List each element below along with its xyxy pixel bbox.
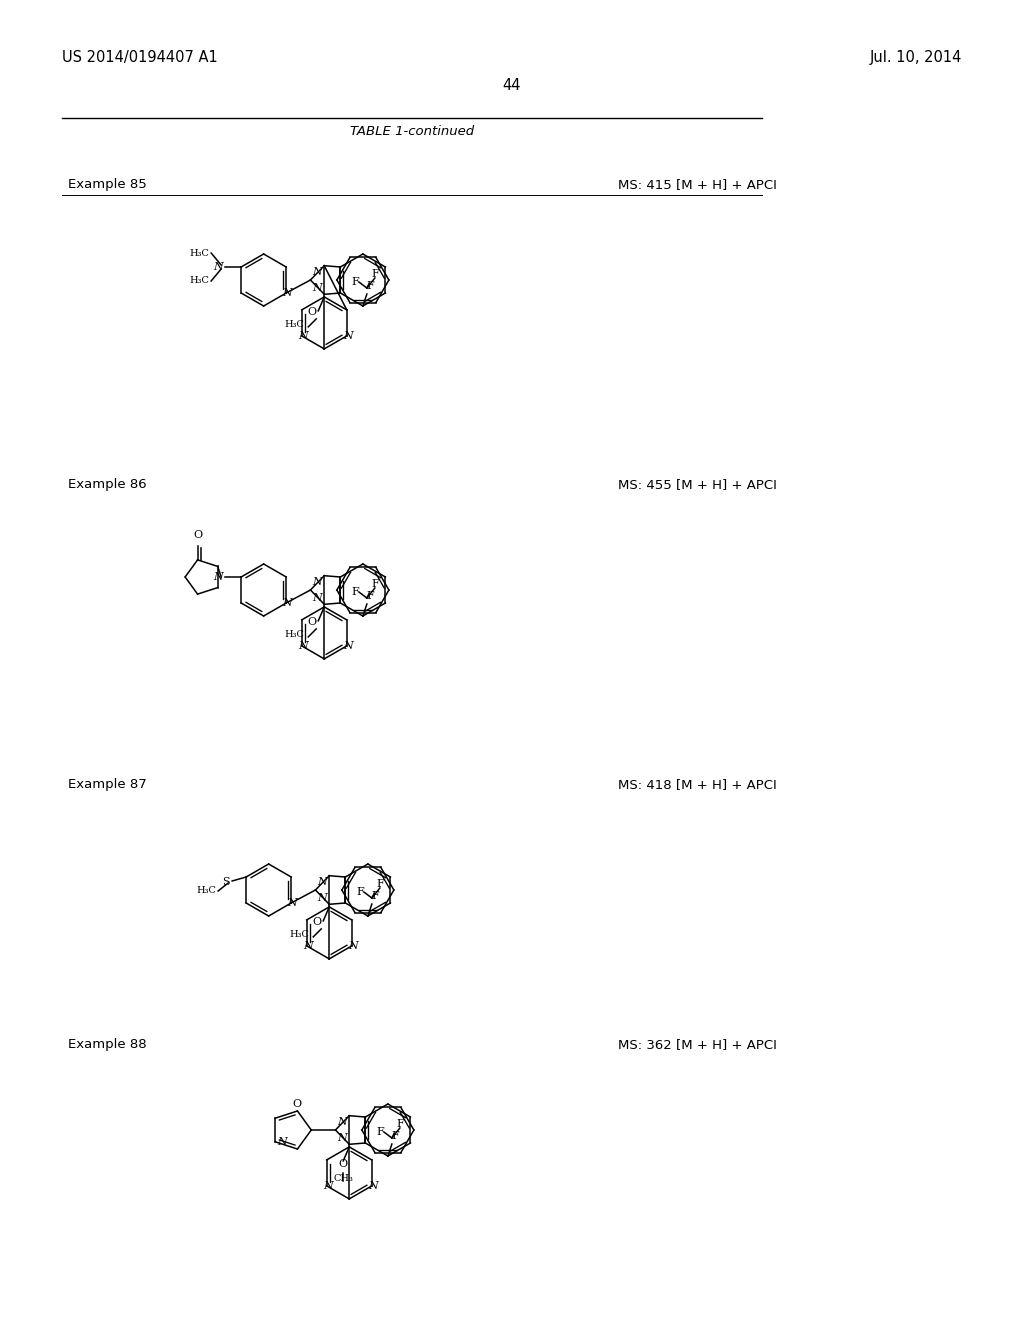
Text: F: F (356, 887, 364, 898)
Text: Jul. 10, 2014: Jul. 10, 2014 (869, 50, 962, 65)
Text: N: N (312, 577, 323, 586)
Text: N: N (288, 898, 297, 908)
Text: N: N (338, 1134, 347, 1143)
Text: S: S (222, 876, 230, 887)
Text: N: N (343, 642, 352, 651)
Text: F: F (376, 1127, 384, 1137)
Text: F: F (351, 277, 358, 286)
Text: O: O (312, 917, 322, 927)
Text: Example 88: Example 88 (68, 1038, 146, 1051)
Text: N: N (283, 288, 292, 298)
Text: N: N (317, 894, 328, 903)
Text: N: N (338, 1117, 347, 1127)
Text: F: F (392, 1131, 399, 1140)
Text: H₃C: H₃C (197, 886, 216, 895)
Text: MS: 418 [M + H] + APCI: MS: 418 [M + H] + APCI (618, 777, 777, 791)
Text: Example 86: Example 86 (68, 478, 146, 491)
Text: H₃C: H₃C (189, 249, 209, 257)
Text: O: O (339, 1159, 348, 1170)
Text: N: N (278, 1137, 287, 1147)
Text: 44: 44 (503, 78, 521, 92)
Text: CH₃: CH₃ (333, 1173, 353, 1183)
Text: N: N (323, 1181, 333, 1191)
Text: F: F (371, 579, 379, 589)
Text: N: N (298, 642, 307, 651)
Text: H₃C: H₃C (189, 276, 209, 285)
Text: N: N (213, 261, 223, 272)
Text: N: N (348, 941, 357, 950)
Text: H₃C: H₃C (285, 630, 304, 639)
Text: N: N (312, 267, 323, 277)
Text: F: F (351, 587, 358, 597)
Text: F: F (376, 879, 384, 888)
Text: N: N (317, 876, 328, 887)
Text: N: N (312, 284, 323, 293)
Text: US 2014/0194407 A1: US 2014/0194407 A1 (62, 50, 218, 65)
Text: TABLE 1-continued: TABLE 1-continued (350, 125, 474, 139)
Text: H₃C: H₃C (285, 319, 304, 329)
Text: Example 87: Example 87 (68, 777, 146, 791)
Text: N: N (303, 941, 312, 950)
Text: MS: 415 [M + H] + APCI: MS: 415 [M + H] + APCI (618, 178, 777, 191)
Text: F: F (372, 891, 380, 902)
Text: Example 85: Example 85 (68, 178, 146, 191)
Text: F: F (367, 591, 375, 601)
Text: H₃C: H₃C (290, 929, 309, 939)
Text: MS: 362 [M + H] + APCI: MS: 362 [M + H] + APCI (618, 1038, 777, 1051)
Text: N: N (312, 593, 323, 603)
Text: O: O (307, 616, 316, 627)
Text: N: N (343, 331, 352, 341)
Text: MS: 455 [M + H] + APCI: MS: 455 [M + H] + APCI (618, 478, 777, 491)
Text: N: N (283, 598, 292, 609)
Text: O: O (193, 529, 202, 540)
Text: N: N (213, 572, 223, 582)
Text: F: F (396, 1119, 403, 1129)
Text: O: O (307, 306, 316, 317)
Text: N: N (298, 331, 307, 341)
Text: F: F (371, 269, 379, 279)
Text: F: F (367, 281, 375, 290)
Text: N: N (368, 1181, 378, 1191)
Text: O: O (292, 1100, 301, 1109)
